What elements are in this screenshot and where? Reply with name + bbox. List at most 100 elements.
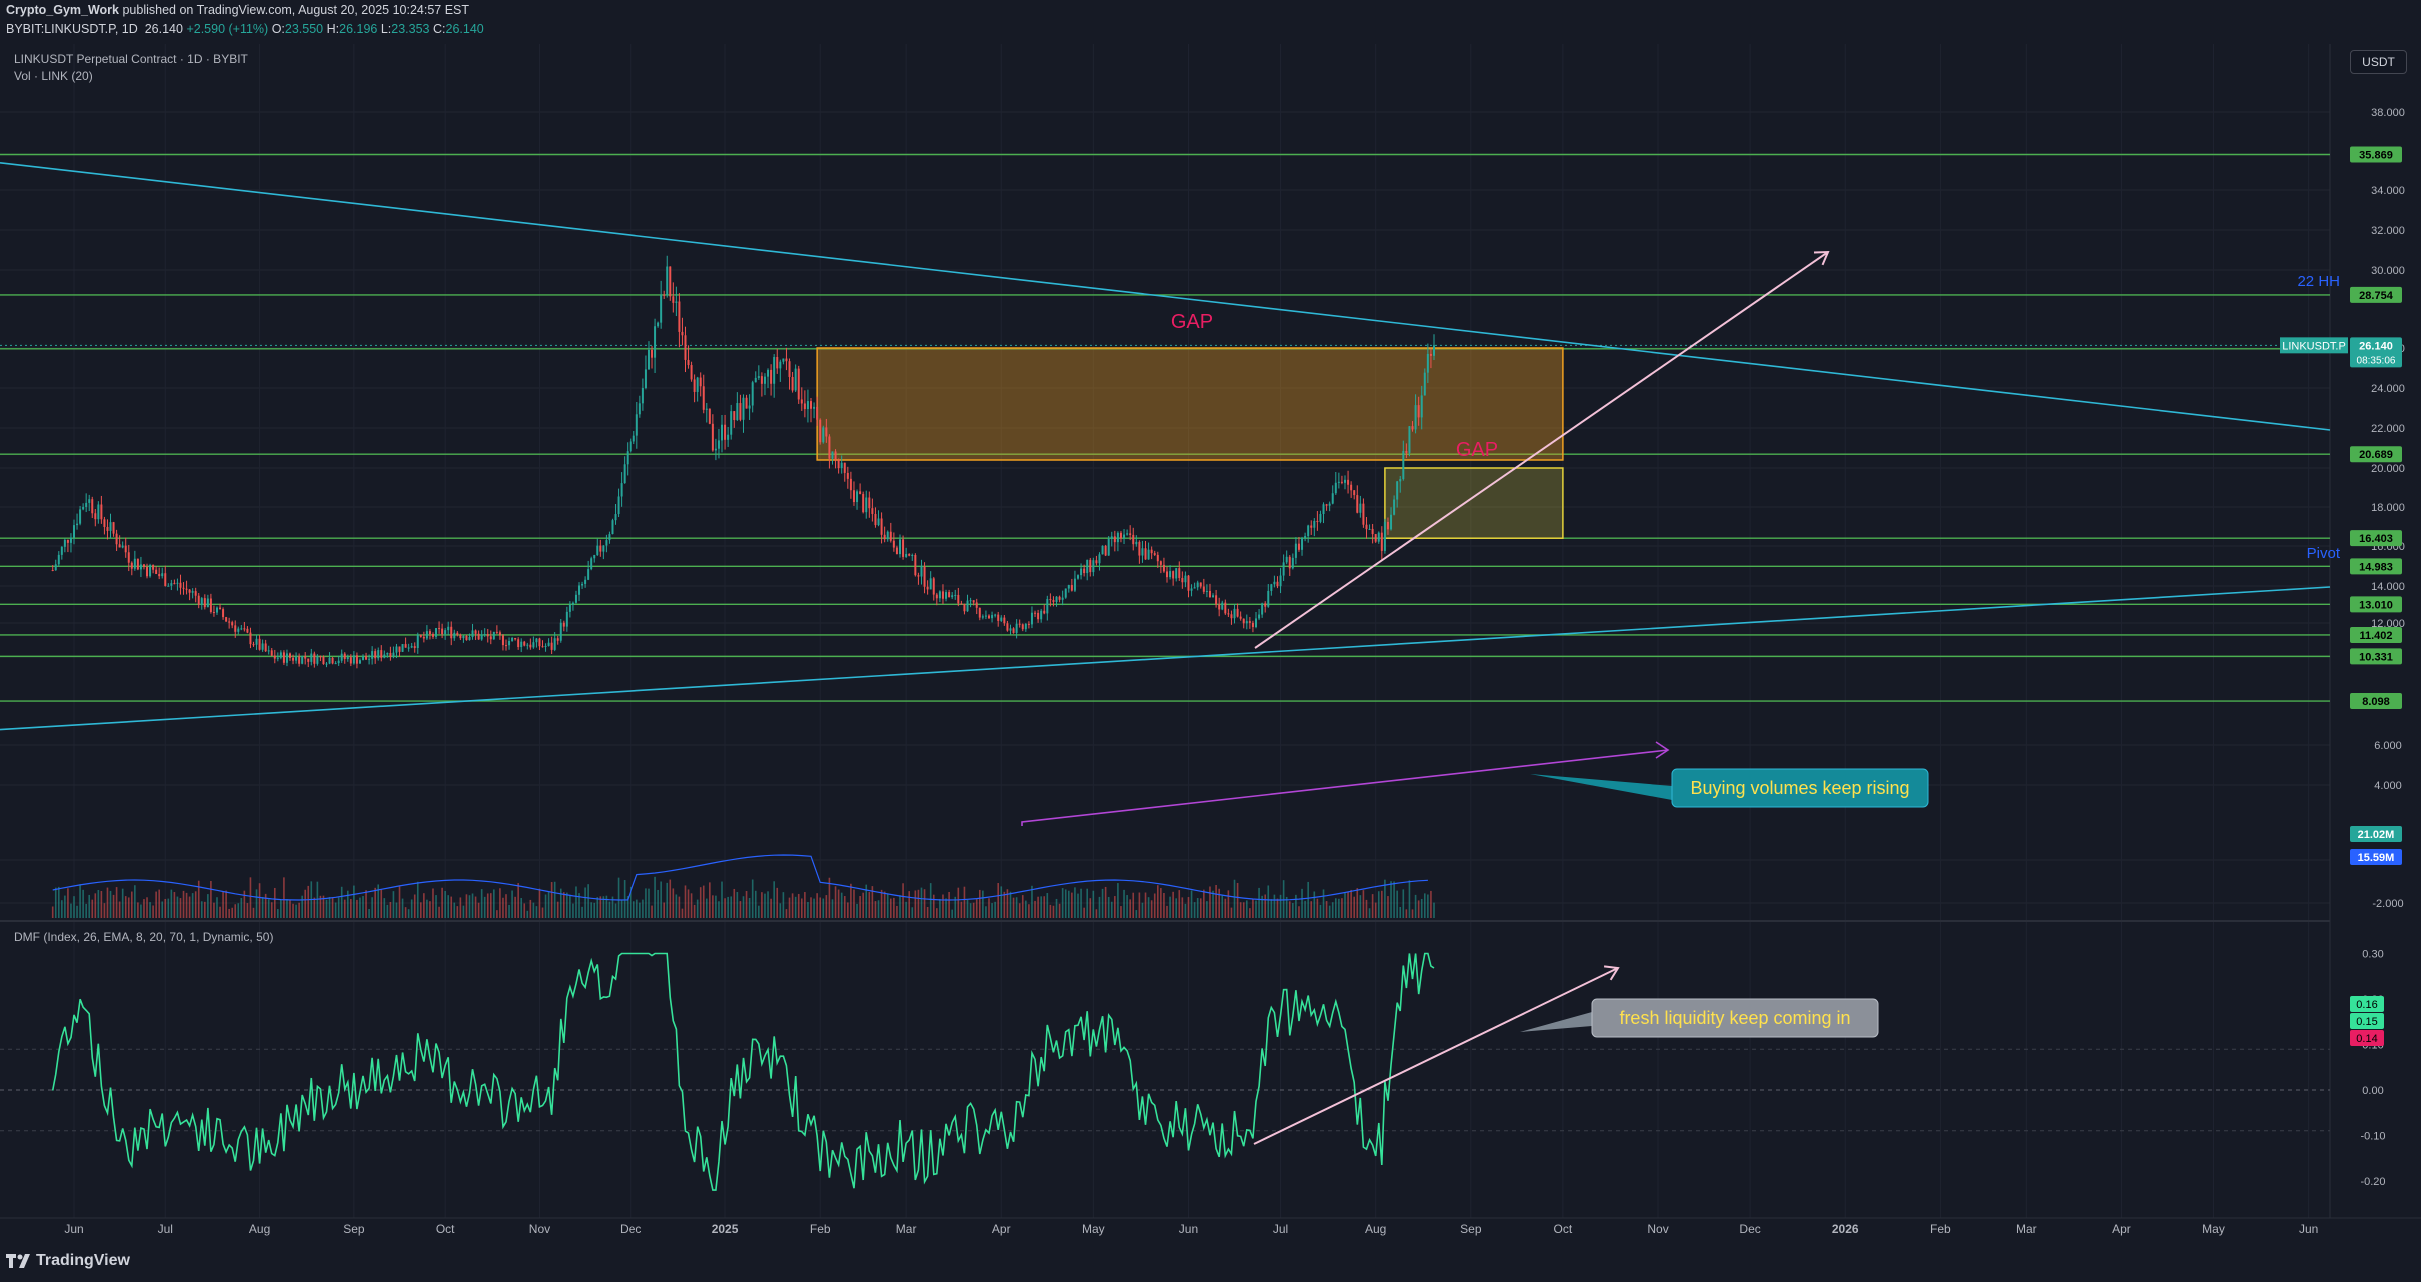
candle-body bbox=[54, 564, 57, 571]
volume-bar bbox=[782, 892, 785, 918]
candle-body bbox=[489, 636, 492, 640]
volume-bar bbox=[614, 903, 617, 918]
level-tag-label: 10.331 bbox=[2359, 651, 2393, 663]
candle-body bbox=[1356, 495, 1359, 513]
volume-bar bbox=[134, 885, 136, 918]
candle-body bbox=[176, 582, 179, 584]
volume-bar bbox=[1067, 890, 1070, 918]
volume-bar bbox=[575, 886, 577, 918]
volume-bar bbox=[1427, 894, 1429, 918]
candle-body bbox=[535, 638, 538, 643]
candle-body bbox=[1150, 549, 1153, 554]
publisher-name[interactable]: Crypto_Gym_Work bbox=[6, 3, 119, 17]
volume-bar bbox=[1132, 892, 1135, 918]
candle-body bbox=[571, 602, 574, 605]
candle-body bbox=[1003, 617, 1006, 624]
volume-bar bbox=[359, 897, 361, 918]
gap-label-upper: GAP bbox=[1171, 311, 1213, 333]
volume-bar bbox=[277, 909, 279, 918]
candle-body bbox=[1227, 613, 1230, 615]
volume-trend-arrowhead bbox=[1655, 741, 1670, 759]
time-tick-label: Dec bbox=[620, 1222, 641, 1236]
candle-body bbox=[587, 569, 590, 580]
volume-bar bbox=[626, 896, 629, 918]
candle-body bbox=[1212, 595, 1215, 598]
volume-bar bbox=[1184, 903, 1187, 918]
volume-bar bbox=[1331, 902, 1334, 918]
candle-body bbox=[629, 441, 632, 452]
volume-bar bbox=[353, 885, 355, 918]
volume-bar bbox=[948, 892, 950, 918]
candle-body bbox=[593, 555, 596, 559]
candle-body bbox=[923, 566, 926, 587]
volume-bar bbox=[1153, 893, 1156, 918]
volume-bar bbox=[587, 884, 589, 918]
price-change: +2.590 (+11%) bbox=[186, 22, 269, 36]
volume-bar bbox=[200, 901, 203, 918]
volume-bar bbox=[283, 877, 285, 918]
time-tick-label: Dec bbox=[1739, 1222, 1760, 1236]
candle-body bbox=[969, 600, 972, 602]
chart-canvas[interactable]: GAP GAP 22 HH Pivot Buying volumes keep risi… bbox=[0, 44, 2421, 1244]
descending-trendline bbox=[0, 162, 2331, 431]
candle-body bbox=[1043, 610, 1046, 614]
time-axis[interactable]: Jun Jul Aug Sep Oct Nov Dec 2025 Feb Mar Apr May Jun… bbox=[64, 1222, 2318, 1236]
volume-bar bbox=[73, 896, 75, 918]
volume-bar bbox=[173, 892, 176, 918]
candle-body bbox=[1129, 533, 1132, 535]
candle-body bbox=[410, 646, 413, 648]
tradingview-logo[interactable]: TradingView bbox=[6, 1252, 130, 1270]
candle-body bbox=[182, 587, 185, 589]
volume-bar bbox=[538, 888, 541, 918]
volume-bar bbox=[850, 883, 852, 918]
volume-bar bbox=[331, 897, 334, 918]
candle-body bbox=[337, 660, 340, 664]
candle-body bbox=[419, 634, 422, 637]
volume-bar bbox=[170, 889, 173, 918]
candle-body bbox=[736, 403, 739, 421]
volume-bar bbox=[617, 877, 620, 918]
volume-bar bbox=[1156, 885, 1159, 918]
candle-body bbox=[1221, 602, 1224, 610]
volume-bar bbox=[447, 895, 449, 918]
candle-body bbox=[693, 379, 696, 392]
volume-bar bbox=[118, 901, 121, 918]
candle-body bbox=[508, 640, 511, 646]
candle-body bbox=[158, 573, 161, 577]
volume-bar bbox=[392, 891, 395, 918]
volume-bar bbox=[325, 899, 328, 918]
candle-body bbox=[972, 600, 975, 603]
price-axis[interactable]: 38.00034.00032.00030.00026.00024.00022.0… bbox=[2280, 107, 2405, 1188]
candle-body bbox=[669, 266, 672, 297]
volume-bar bbox=[1227, 890, 1230, 918]
volume-bar bbox=[1255, 900, 1257, 918]
volume-bar bbox=[307, 885, 310, 918]
candle-body bbox=[641, 388, 644, 404]
volume-bar bbox=[76, 905, 78, 918]
candle-body bbox=[85, 502, 88, 507]
close-label: C: bbox=[433, 22, 446, 36]
volume-bar bbox=[813, 898, 815, 918]
candle-body bbox=[1193, 587, 1196, 589]
price-tick-label: 32.000 bbox=[2371, 225, 2405, 237]
candle-body bbox=[170, 583, 173, 586]
candle-body bbox=[1159, 561, 1162, 565]
candle-body bbox=[1251, 622, 1254, 628]
volume-bar bbox=[438, 906, 440, 918]
candle-body bbox=[1049, 599, 1052, 601]
volume-bar bbox=[831, 899, 834, 918]
volume-bar bbox=[1399, 906, 1402, 918]
volume-bar bbox=[1276, 898, 1279, 918]
currency-button[interactable]: USDT bbox=[2350, 50, 2407, 74]
volume-bar bbox=[908, 891, 911, 918]
candle-body bbox=[714, 448, 717, 451]
volume-ma-line bbox=[52, 854, 1428, 901]
candle-body bbox=[340, 653, 343, 661]
candle-body bbox=[938, 591, 941, 599]
volume-bar bbox=[1049, 904, 1052, 918]
candle-body bbox=[459, 634, 462, 639]
volume-bar bbox=[1181, 897, 1184, 918]
candle-body bbox=[486, 634, 489, 637]
volume-bar bbox=[444, 890, 446, 918]
dmf-value-tag bbox=[2350, 996, 2384, 1012]
